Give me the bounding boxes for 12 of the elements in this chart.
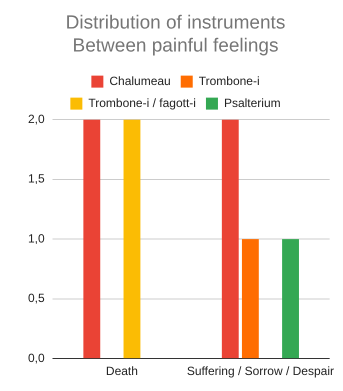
chart-title: Distribution of instruments Between painful feelings [66,12,286,56]
legend-label: Chalumeau [109,74,171,88]
y-tick-label: 1,5 [28,172,45,186]
y-tick-label: 1,0 [28,231,45,246]
y-tick-label: 0,0 [28,350,45,365]
y-tick-label: 2,0 [28,112,45,126]
x-tick-label: Death [106,364,138,378]
y-tick-label: 0,5 [28,291,45,306]
legend-label: Trombone-i / fagott-i [88,96,196,110]
x-tick-label: Suffering / Sorrow / Despair [186,364,334,378]
legend-label: Psalterium [224,96,281,110]
legend-label: Trombone-i [198,74,260,88]
